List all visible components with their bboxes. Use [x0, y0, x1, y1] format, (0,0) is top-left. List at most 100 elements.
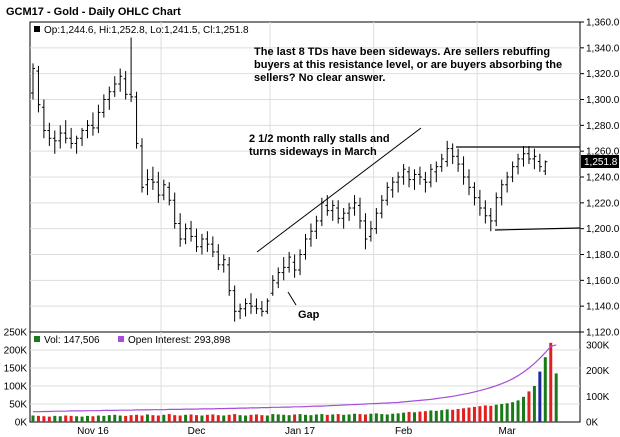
volume-bar: [325, 414, 329, 422]
volume-bar: [80, 416, 84, 422]
price-tick-label: 1,120.0: [586, 328, 620, 339]
volume-bar: [353, 413, 357, 422]
volume-bar: [358, 414, 362, 422]
volume-bar: [184, 414, 188, 422]
price-tick-label: 1,340.0: [586, 43, 620, 54]
price-grid: [30, 47, 580, 307]
x-tick-label: Mar: [499, 426, 517, 437]
oi-legend-swatch: [118, 336, 124, 342]
volume-bar: [347, 414, 351, 422]
x-tick-label: Nov 16: [77, 426, 109, 437]
volume-bar: [434, 410, 438, 422]
volume-grid: [30, 332, 580, 422]
volume-bar: [36, 415, 40, 422]
oi-legend: Open Interest: 293,898: [128, 335, 231, 346]
rally-note-line-2: turns sideways in March: [249, 146, 377, 158]
volume-bar: [472, 406, 476, 422]
volume-bar: [456, 409, 460, 422]
volume-tick-label: 150K: [4, 364, 28, 375]
volume-bar: [156, 415, 160, 422]
volume-bar: [173, 415, 177, 422]
top-note-line-1: The last 8 TDs have been sideways. Are s…: [254, 46, 550, 58]
volume-bar: [385, 414, 389, 422]
support-line: [494, 227, 581, 231]
volume-bar: [429, 410, 433, 422]
volume-bar: [391, 413, 395, 422]
volume-bar: [205, 414, 209, 422]
volume-bar: [271, 414, 275, 422]
volume-bar: [91, 416, 95, 422]
volume-bar: [265, 415, 269, 422]
volume-bar: [113, 414, 117, 422]
volume-bar: [554, 373, 558, 422]
volume-bar: [314, 414, 318, 422]
volume-bar: [363, 414, 367, 422]
volume-bar: [369, 413, 373, 422]
volume-bar: [140, 415, 144, 422]
open-interest-line: [33, 344, 557, 413]
price-tick-label: 1,240.0: [586, 173, 620, 184]
volume-bar: [58, 416, 62, 422]
price-tick-label: 1,200.0: [586, 224, 620, 235]
volume-bar: [298, 414, 302, 422]
ohlc-legend-swatch: [34, 26, 40, 32]
volume-bar: [244, 415, 248, 422]
rally-note-line-1: 2 1/2 month rally stalls and: [249, 133, 390, 145]
top-note-line-2: buyers at this resistance level, or are …: [254, 59, 562, 71]
volume-bar: [445, 409, 449, 422]
volume-bar: [402, 412, 406, 422]
volume-bar: [440, 410, 444, 422]
volume-bar: [396, 413, 400, 422]
volume-tick-label: 100K: [4, 382, 28, 393]
volume-bar: [527, 391, 531, 422]
volume-bar: [47, 416, 51, 422]
volume-bar: [538, 371, 542, 422]
volume-bar: [505, 403, 509, 422]
volume-bar: [516, 400, 520, 422]
volume-bar: [151, 415, 155, 422]
oi-tick-label: 0K: [586, 418, 599, 429]
volume-bar: [216, 415, 220, 422]
gap-pointer: [287, 291, 297, 306]
volume-bar: [483, 405, 487, 422]
volume-bar: [287, 415, 291, 422]
volume-bar: [200, 415, 204, 422]
top-note-line-3: sellers? No clear answer.: [254, 72, 385, 84]
volume-bar: [75, 416, 79, 422]
x-axis: Nov 16 Dec Jan 17 Feb Mar: [77, 426, 516, 437]
volume-bar: [31, 415, 35, 422]
volume-bar: [489, 405, 493, 422]
volume-bar: [118, 415, 122, 422]
volume-tick-label: 200K: [4, 346, 28, 357]
gap-label: Gap: [298, 309, 320, 321]
last-price-label: 1,251.8: [584, 157, 618, 168]
volume-bar: [500, 404, 504, 422]
volume-bar: [86, 415, 89, 422]
volume-bar: [478, 406, 482, 422]
volume-bar: [462, 408, 466, 422]
volume-axis: 0K 50K 100K 150K 200K 250K: [4, 328, 28, 429]
volume-bar: [293, 414, 297, 422]
open-interest-series: [33, 344, 557, 413]
price-tick-label: 1,160.0: [586, 276, 620, 287]
volume-tick-label: 50K: [9, 400, 27, 411]
price-tick-label: 1,360.0: [586, 18, 620, 29]
volume-tick-label: 0K: [15, 418, 28, 429]
volume-bar: [222, 415, 226, 422]
x-tick-label: Feb: [395, 426, 413, 437]
volume-bar: [511, 402, 515, 422]
volume-bar: [342, 414, 346, 422]
volume-bar: [260, 415, 264, 422]
chart-title: GCM17 - Gold - Daily OHLC Chart: [6, 6, 181, 18]
price-bars: [31, 37, 548, 322]
price-tick-label: 1,140.0: [586, 302, 620, 313]
volume-bar: [413, 412, 416, 422]
volume-bar: [320, 414, 324, 422]
volume-bar: [167, 414, 171, 422]
volume-bar: [227, 414, 231, 422]
volume-bar: [238, 415, 242, 422]
volume-bar: [64, 415, 68, 422]
volume-bar: [102, 415, 106, 422]
volume-bar: [195, 415, 198, 422]
volume-bar: [549, 342, 553, 422]
